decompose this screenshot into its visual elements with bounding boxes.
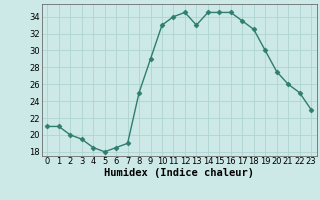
- X-axis label: Humidex (Indice chaleur): Humidex (Indice chaleur): [104, 168, 254, 178]
